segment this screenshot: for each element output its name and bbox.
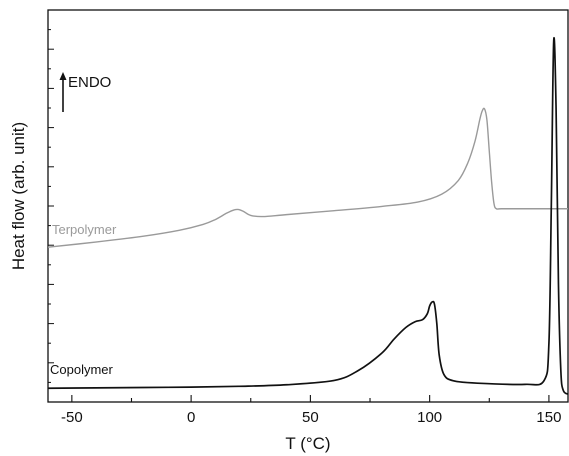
x-tick-label: 100	[417, 409, 442, 426]
series-layer	[47, 37, 569, 395]
x-axis-ticks: -50 0 50 100 150	[61, 395, 561, 426]
x-axis-title: T (°C)	[285, 434, 330, 453]
series-label-terpolymer: Terpolymer	[52, 222, 117, 237]
x-tick-label: 0	[187, 409, 195, 426]
x-tick-label: 150	[536, 409, 561, 426]
y-axis-title: Heat flow (arb. unit)	[9, 122, 28, 270]
series-label-copolymer: Copolymer	[50, 362, 114, 377]
series-line-copolymer	[47, 37, 569, 395]
endo-annotation: ENDO	[68, 74, 111, 91]
x-tick-label: 50	[302, 409, 319, 426]
x-tick-label: -50	[61, 409, 83, 426]
series-line-terpolymer	[47, 107, 568, 248]
plot-frame	[47, 9, 569, 403]
y-axis-ticks	[48, 9, 54, 403]
endo-arrow-head	[59, 72, 67, 80]
